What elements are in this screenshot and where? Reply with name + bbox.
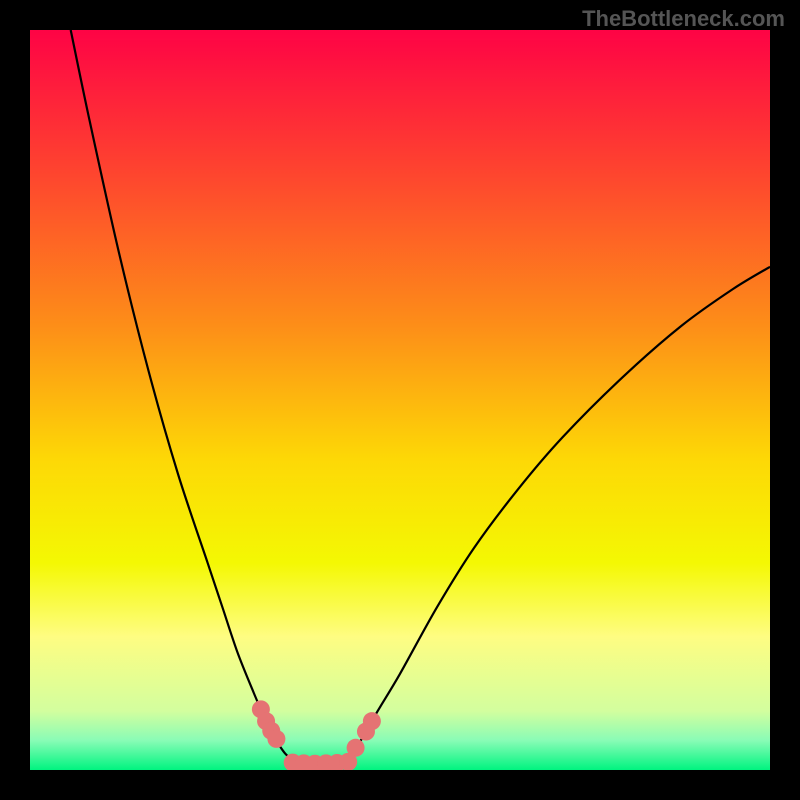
watermark-text: TheBottleneck.com (582, 6, 785, 32)
marker-point (267, 730, 285, 748)
marker-point (363, 712, 381, 730)
chart-container: TheBottleneck.com (0, 0, 800, 800)
plot-area (30, 30, 770, 770)
gradient-background (30, 30, 770, 770)
plot-svg (30, 30, 770, 770)
